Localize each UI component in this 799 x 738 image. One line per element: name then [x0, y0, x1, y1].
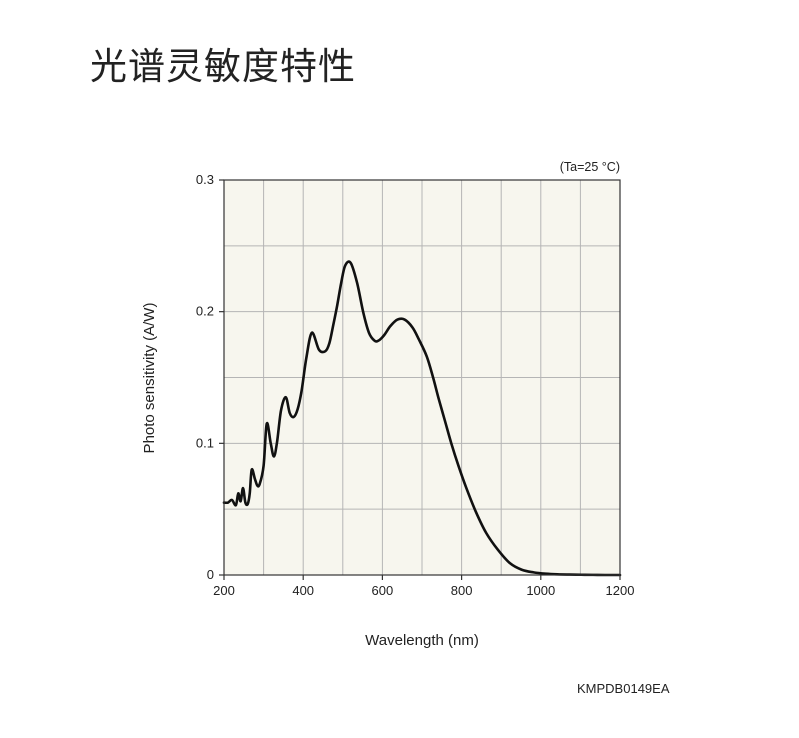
x-tick-label: 800 [451, 583, 473, 598]
page-title: 光谱灵敏度特性 [90, 45, 356, 88]
y-tick-label: 0.2 [196, 304, 214, 319]
grid-lines [224, 180, 620, 575]
plot-frame [223, 179, 621, 576]
tick-marks [219, 179, 621, 580]
y-tick-label: 0.1 [196, 435, 214, 450]
y-tick-label: 0 [207, 567, 214, 582]
y-axis-label: Photo sensitivity (A/W) [141, 303, 158, 454]
document-code: KMPDB0149EA [577, 681, 670, 696]
x-tick-label: 200 [213, 583, 235, 598]
temperature-condition: (Ta=25 °C) [560, 160, 620, 174]
y-tick-labels: 0 0.1 0.2 0.3 [196, 172, 214, 582]
sensitivity-curve [222, 260, 622, 577]
x-tick-label: 600 [372, 583, 394, 598]
x-tick-label: 1000 [526, 583, 555, 598]
x-axis-label: Wavelength (nm) [365, 632, 479, 649]
x-tick-label: 1200 [606, 583, 635, 598]
y-tick-label: 0.3 [196, 172, 214, 187]
x-tick-label: 400 [292, 583, 314, 598]
x-tick-labels: 200 400 600 800 1000 1200 [213, 583, 634, 598]
